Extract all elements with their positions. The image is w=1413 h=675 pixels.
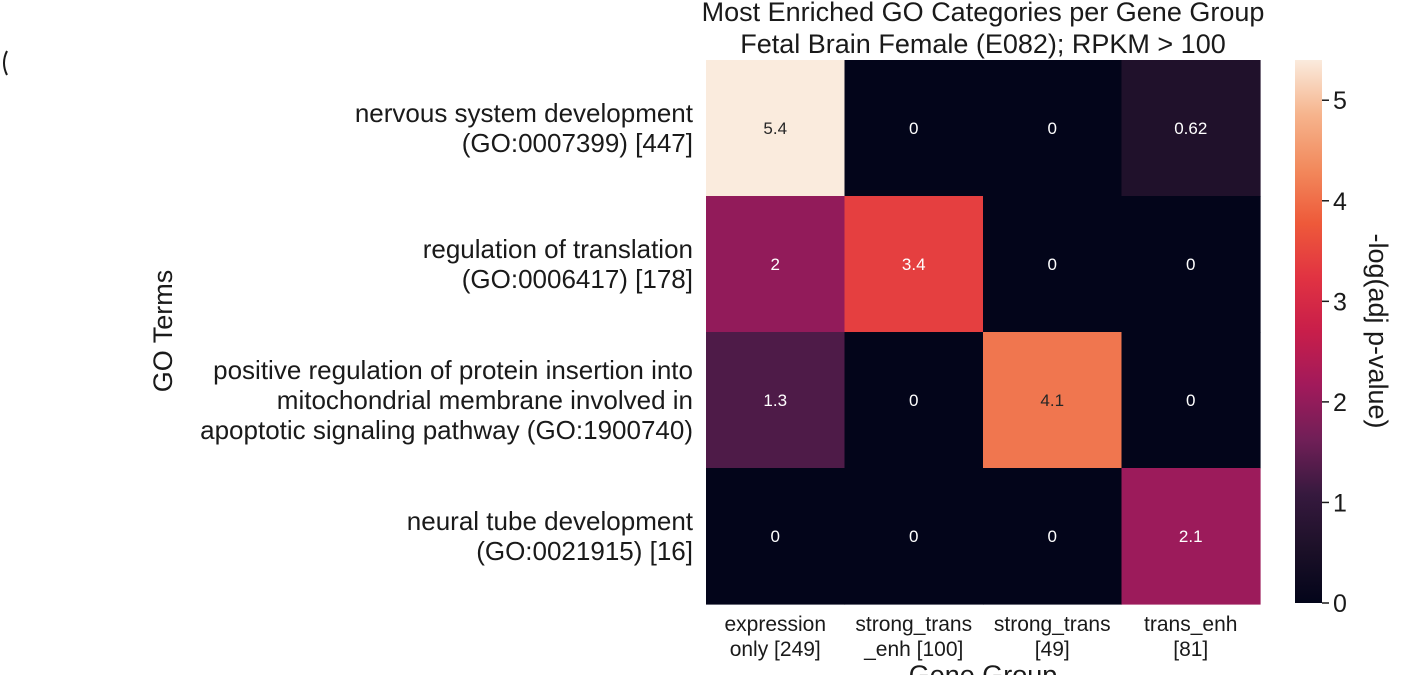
cell-value-label: 0 <box>909 391 918 410</box>
x-tick-labels: expression only [249]strong_trans _enh [10… <box>724 613 1237 661</box>
heatmap-cell <box>1121 60 1261 197</box>
cell-value-label: 2.1 <box>1179 527 1203 546</box>
x-tick-label-line: only [249] <box>730 638 821 661</box>
heatmap-cell <box>706 196 846 333</box>
colorbar-tick-label: 5 <box>1333 87 1347 115</box>
y-tick-label-line: regulation of translation <box>423 234 693 264</box>
chart-title-line-1: Most Enriched GO Categories per Gene Gro… <box>702 0 1265 27</box>
heatmap-cell <box>983 468 1123 605</box>
cell-value-label: 0 <box>909 527 918 546</box>
colorbar-title: -log(adj p-value) <box>1363 233 1393 428</box>
y-tick-label: regulation of translation (GO:0006417) [1… <box>423 234 693 294</box>
y-axis-title: GO Terms <box>148 270 178 393</box>
x-tick-label: expression only [249] <box>724 613 826 661</box>
colorbar-tick-label: 0 <box>1333 590 1347 618</box>
y-tick-labels: nervous system development (GO:0007399) [… <box>200 98 694 566</box>
edge-mark <box>3 50 8 76</box>
heatmap-cell <box>1121 332 1261 469</box>
heatmap-cell <box>1121 196 1261 333</box>
x-tick-label: trans_enh [81] <box>1144 613 1237 661</box>
cell-value-label: 0 <box>1186 391 1195 410</box>
cell-value-label: 2 <box>771 255 780 274</box>
y-tick-label-line: mitochondrial membrane involved in <box>277 385 693 415</box>
chart-title-line-2: Fetal Brain Female (E082); RPKM > 100 <box>740 29 1225 59</box>
y-tick-label-line: (GO:0021915) [16] <box>476 536 693 566</box>
colorbar-tick-label: 4 <box>1333 188 1347 216</box>
x-tick-label-line: strong_trans <box>994 613 1111 636</box>
x-tick-label-line: [81] <box>1173 638 1208 661</box>
y-tick-label: neural tube development (GO:0021915) [16] <box>407 506 694 566</box>
y-tick-label-line: (GO:0006417) [178] <box>462 264 693 294</box>
x-tick-label-line: trans_enh <box>1144 613 1237 636</box>
y-tick-label-line: neural tube development <box>407 506 694 536</box>
colorbar-ticks: 0 1 2 3 4 5 <box>1322 87 1347 618</box>
x-tick-label-line: _enh [100] <box>863 638 963 661</box>
x-tick-label-line: [49] <box>1035 638 1070 661</box>
heatmap-cells: 5.4 0 0 0.62 2 3.4 0 0 1.3 0 4.1 0 0 0 0 2.1 <box>706 60 1261 605</box>
heatmap-cell <box>706 60 846 197</box>
cell-value-label: 0 <box>1048 119 1057 138</box>
heatmap-cell <box>706 332 846 469</box>
y-tick-label-line: positive regulation of protein insertion… <box>213 355 693 385</box>
x-tick-label: strong_trans [49] <box>994 613 1111 661</box>
x-tick-label-line: expression <box>724 613 826 636</box>
heatmap-cell <box>983 60 1123 197</box>
heatmap-cell <box>1121 468 1261 605</box>
cell-value-label: 0.62 <box>1174 119 1207 138</box>
heatmap-cell <box>983 196 1123 333</box>
cell-value-label: 0 <box>771 527 780 546</box>
cell-value-label: 0 <box>1048 527 1057 546</box>
cell-value-label: 4.1 <box>1040 391 1064 410</box>
x-tick-label: strong_trans _enh [100] <box>855 613 972 661</box>
cell-value-label: 0 <box>1048 255 1057 274</box>
colorbar-tick-label: 2 <box>1333 389 1347 417</box>
cell-value-label: 5.4 <box>763 119 787 138</box>
heatmap-cell <box>844 196 984 333</box>
heatmap-cell <box>844 60 984 197</box>
x-tick-label-line: strong_trans <box>855 613 972 636</box>
cell-value-label: 0 <box>1186 255 1195 274</box>
y-tick-label: nervous system development (GO:0007399) [… <box>355 98 694 158</box>
y-tick-label: positive regulation of protein insertion… <box>200 355 693 445</box>
cell-value-label: 3.4 <box>902 255 926 274</box>
colorbar <box>1295 60 1322 603</box>
heatmap-cell <box>844 468 984 605</box>
y-tick-label-line: apoptotic signaling pathway (GO:1900740) <box>200 415 693 445</box>
colorbar-tick-label: 1 <box>1333 489 1347 517</box>
heatmap-cell <box>844 332 984 469</box>
x-axis-title: Gene Group <box>909 660 1058 675</box>
heatmap-cell <box>706 468 846 605</box>
cell-value-label: 0 <box>909 119 918 138</box>
colorbar-tick-label: 3 <box>1333 288 1347 316</box>
heatmap-cell <box>983 332 1123 469</box>
y-tick-label-line: (GO:0007399) [447] <box>462 128 693 158</box>
cell-value-label: 1.3 <box>763 391 787 410</box>
y-tick-label-line: nervous system development <box>355 98 694 128</box>
